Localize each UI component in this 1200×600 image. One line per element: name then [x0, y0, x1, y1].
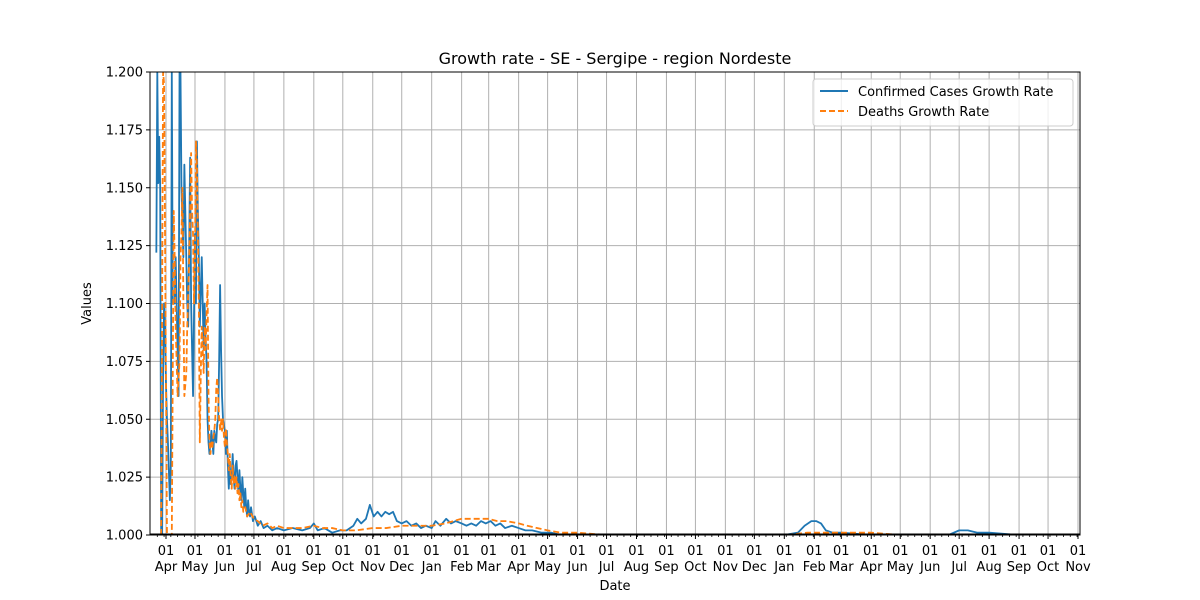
- x-tick-month-label: Nov: [713, 560, 739, 575]
- x-tick-day-label: 01: [276, 544, 293, 559]
- x-tick-month-label: Aug: [976, 560, 1001, 575]
- x-tick-day-label: 01: [539, 544, 556, 559]
- x-tick-day-label: 01: [246, 544, 263, 559]
- x-tick-day-label: 01: [569, 544, 586, 559]
- x-tick-day-label: 01: [306, 544, 323, 559]
- legend-label-deaths: Deaths Growth Rate: [858, 105, 989, 120]
- x-tick-day-label: 01: [480, 544, 497, 559]
- y-axis-label: Values: [80, 282, 95, 325]
- x-tick-day-label: 01: [776, 544, 793, 559]
- x-tick-month-label: Sep: [1007, 560, 1032, 575]
- legend-label-confirmed-cases: Confirmed Cases Growth Rate: [858, 85, 1053, 100]
- y-tick-label: 1.025: [106, 471, 143, 486]
- chart-title: Growth rate - SE - Sergipe - region Nord…: [439, 49, 792, 68]
- plot-layer: [150, 72, 1080, 535]
- x-tick-day-label: 01: [687, 544, 704, 559]
- x-tick-day-label: 01: [598, 544, 615, 559]
- x-tick-day-label: 01: [833, 544, 850, 559]
- x-tick-month-label: Aug: [624, 560, 649, 575]
- x-tick-month-label: Nov: [1065, 560, 1091, 575]
- legend-box: [812, 78, 1074, 127]
- x-tick-month-label: Jan: [421, 560, 442, 575]
- x-tick-day-label: 01: [922, 544, 939, 559]
- x-tick-month-label: Oct: [1037, 560, 1059, 575]
- x-tick-month-label: Mar: [476, 560, 501, 575]
- x-tick-month-label: Jul: [245, 560, 262, 575]
- x-tick-month-label: Dec: [742, 560, 767, 575]
- x-tick-month-label: Jun: [919, 560, 940, 575]
- x-tick-day-label: 01: [628, 544, 645, 559]
- x-tick-month-label: Sep: [654, 560, 679, 575]
- y-tick-label: 1.150: [106, 181, 143, 196]
- x-tick-month-label: Dec: [389, 560, 414, 575]
- x-tick-day-label: 01: [981, 544, 998, 559]
- x-tick-month-label: Feb: [803, 560, 826, 575]
- x-tick-month-label: May: [182, 560, 209, 575]
- x-tick-day-label: 01: [423, 544, 440, 559]
- x-tick-month-label: Oct: [332, 560, 354, 575]
- x-tick-month-label: Jan: [773, 560, 794, 575]
- x-tick-month-label: Feb: [450, 560, 473, 575]
- x-tick-day-label: 01: [717, 544, 734, 559]
- y-tick-label: 1.125: [106, 239, 143, 254]
- y-tick-label: 1.100: [106, 297, 143, 312]
- x-tick-day-label: 01: [217, 544, 234, 559]
- x-tick-month-label: Sep: [302, 560, 327, 575]
- x-tick-day-label: 01: [187, 544, 204, 559]
- y-tick-label: 1.075: [106, 355, 143, 370]
- x-tick-day-label: 01: [806, 544, 823, 559]
- x-axis-label: Date: [599, 579, 630, 594]
- x-tick-day-label: 01: [1070, 544, 1087, 559]
- series-line-deaths: [160, 72, 1078, 535]
- y-tick-label: 1.200: [106, 66, 143, 81]
- x-tick-month-label: Oct: [684, 560, 706, 575]
- x-tick-day-label: 01: [658, 544, 675, 559]
- legend: Confirmed Cases Growth Rate Deaths Growt…: [812, 78, 1074, 127]
- x-tick-day-label: 01: [1011, 544, 1028, 559]
- x-tick-day-label: 01: [1040, 544, 1057, 559]
- x-tick-month-label: Jul: [598, 560, 615, 575]
- x-tick-month-label: Jun: [214, 560, 235, 575]
- x-tick-day-label: 01: [335, 544, 352, 559]
- x-tick-month-label: Jun: [566, 560, 587, 575]
- x-tick-month-label: Mar: [829, 560, 854, 575]
- x-tick-day-label: 01: [393, 544, 410, 559]
- x-tick-month-label: May: [887, 560, 914, 575]
- x-tick-month-label: Aug: [271, 560, 296, 575]
- x-tick-month-label: Nov: [360, 560, 386, 575]
- x-tick-month-label: Apr: [155, 560, 178, 575]
- x-tick-day-label: 01: [892, 544, 909, 559]
- axis-layer: 1.000 1.025 1.050 1.075 1.100 1.125 1.150 1.175…: [106, 66, 1091, 576]
- y-tick-label: 1.050: [106, 413, 143, 428]
- y-tick-label: 1.175: [106, 123, 143, 138]
- x-tick-day-label: 01: [746, 544, 763, 559]
- x-tick-month-label: Apr: [860, 560, 883, 575]
- x-tick-day-label: 01: [158, 544, 175, 559]
- x-tick-month-label: Apr: [507, 560, 530, 575]
- x-tick-day-label: 01: [510, 544, 527, 559]
- x-tick-day-label: 01: [863, 544, 880, 559]
- x-tick-day-label: 01: [364, 544, 381, 559]
- y-tick-label: 1.000: [106, 529, 143, 544]
- x-tick-day-label: 01: [951, 544, 968, 559]
- x-tick-day-label: 01: [453, 544, 470, 559]
- x-tick-month-label: May: [534, 560, 561, 575]
- x-tick-month-label: Jul: [950, 560, 967, 575]
